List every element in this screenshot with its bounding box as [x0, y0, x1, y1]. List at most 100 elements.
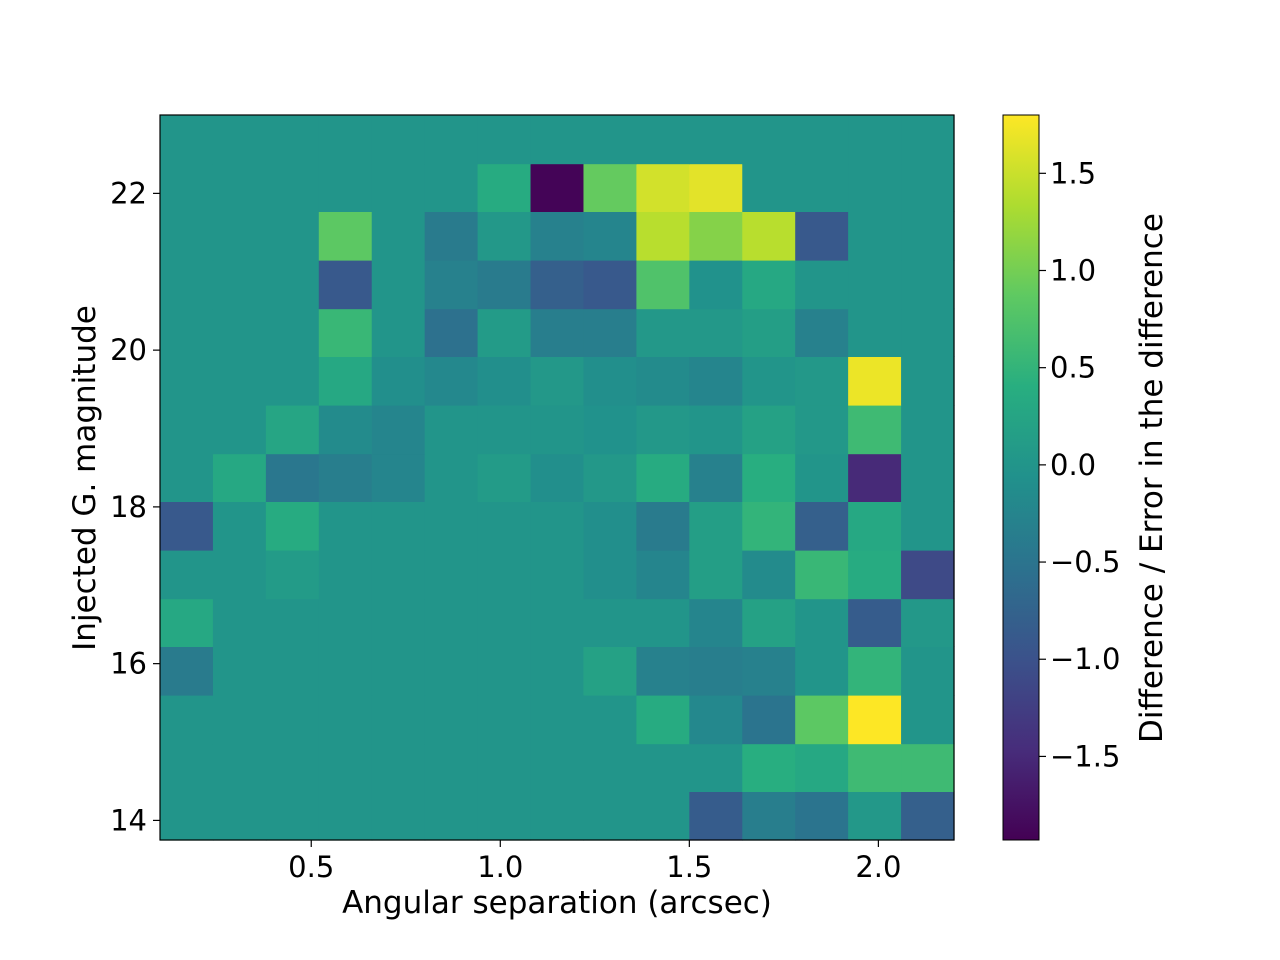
- heatmap-cell: [477, 791, 532, 841]
- heatmap-cell: [477, 550, 532, 600]
- heatmap-cell: [160, 695, 214, 745]
- heatmap-cell: [795, 695, 849, 745]
- heatmap-cell: [160, 646, 214, 696]
- heatmap-cell: [318, 260, 373, 310]
- heatmap-cell: [212, 646, 267, 696]
- heatmap-cell: [477, 211, 532, 261]
- heatmap-cell: [212, 743, 267, 792]
- x-tick-label: 1.5: [666, 850, 712, 884]
- colorbar-tick-label: −1.0: [1050, 642, 1120, 676]
- heatmap-cell: [848, 550, 902, 600]
- heatmap-cell: [901, 453, 955, 502]
- heatmap-cell: [212, 260, 267, 310]
- heatmap-cell: [530, 211, 585, 261]
- heatmap-cell: [265, 550, 320, 600]
- heatmap-cell: [371, 453, 426, 502]
- heatmap-cell: [477, 405, 532, 455]
- heatmap-cell: [318, 695, 373, 745]
- heatmap-cell: [477, 260, 532, 310]
- heatmap-cell: [530, 163, 585, 212]
- y-axis-ticks: 14 16 18 20 22: [110, 176, 160, 837]
- heatmap-cell: [265, 115, 320, 165]
- heatmap-cell: [160, 791, 214, 841]
- heatmap-cell: [901, 356, 955, 406]
- heatmap-cell: [160, 115, 214, 165]
- heatmap-cell: [689, 163, 743, 212]
- heatmap-cell: [424, 743, 479, 792]
- x-tick-label: 1.0: [477, 850, 523, 884]
- heatmap-cell: [848, 115, 902, 165]
- heatmap-cell: [530, 646, 585, 696]
- heatmap-cell: [795, 646, 849, 696]
- heatmap-cell: [530, 453, 585, 502]
- heatmap-cell: [848, 501, 902, 551]
- heatmap-cell: [212, 163, 267, 212]
- heatmap-cell: [424, 453, 479, 502]
- heatmap-cell: [583, 453, 637, 502]
- heatmap-cell: [583, 211, 637, 261]
- x-tick-label: 2.0: [855, 850, 901, 884]
- heatmap-cell: [424, 260, 479, 310]
- colorbar-tick-label: 0.0: [1050, 448, 1096, 482]
- heatmap-cell: [318, 163, 373, 212]
- heatmap-cell: [318, 211, 373, 261]
- heatmap-cell: [265, 453, 320, 502]
- heatmap-cell: [424, 501, 479, 551]
- heatmap-cell: [424, 308, 479, 357]
- heatmap-cell: [265, 598, 320, 647]
- heatmap-cell: [477, 598, 532, 647]
- heatmap-cell: [636, 453, 690, 502]
- y-tick-label: 20: [110, 333, 147, 367]
- heatmap-cell: [371, 308, 426, 357]
- heatmap-cell: [477, 743, 532, 792]
- heatmap-cell: [371, 260, 426, 310]
- heatmap-cell: [689, 308, 743, 357]
- heatmap-cell: [318, 501, 373, 551]
- heatmap-cell: [212, 356, 267, 406]
- heatmap-cell: [742, 115, 796, 165]
- heatmap-cell: [583, 115, 637, 165]
- heatmap-cell: [160, 501, 214, 551]
- heatmap-cell: [265, 163, 320, 212]
- heatmap-cell: [689, 695, 743, 745]
- heatmap-cell: [371, 501, 426, 551]
- heatmap-cell: [742, 211, 796, 261]
- heatmap-cell: [318, 308, 373, 357]
- heatmap-cell: [742, 550, 796, 600]
- heatmap-cell: [901, 695, 955, 745]
- heatmap-cell: [583, 598, 637, 647]
- y-axis-label: Injected G. magnitude: [67, 305, 103, 651]
- heatmap-cell: [212, 550, 267, 600]
- heatmap-cell: [901, 308, 955, 357]
- heatmap-cell: [212, 211, 267, 261]
- heatmap-cell: [689, 550, 743, 600]
- heatmap-cell: [742, 260, 796, 310]
- heatmap-cell: [583, 743, 637, 792]
- heatmap-cell: [160, 453, 214, 502]
- heatmap-cell: [424, 646, 479, 696]
- heatmap-cell: [160, 308, 214, 357]
- heatmap-cell: [212, 308, 267, 357]
- heatmap-cell: [848, 743, 902, 792]
- heatmap-cell: [318, 405, 373, 455]
- colorbar-ticks: −1.5 −1.0 −0.5 0.0 0.5 1.0 1.5: [1039, 156, 1120, 773]
- heatmap-cell: [689, 405, 743, 455]
- heatmap-cell: [265, 405, 320, 455]
- heatmap-cell: [318, 356, 373, 406]
- heatmap-cell: [689, 211, 743, 261]
- heatmap-cell: [795, 115, 849, 165]
- heatmap-cell: [901, 550, 955, 600]
- heatmap-cell: [689, 115, 743, 165]
- heatmap-cell: [636, 115, 690, 165]
- heatmap-cell: [477, 501, 532, 551]
- heatmap-cell: [371, 695, 426, 745]
- heatmap-cell: [160, 550, 214, 600]
- heatmap-cell: [265, 646, 320, 696]
- heatmap-cell: [530, 405, 585, 455]
- heatmap-cell: [583, 308, 637, 357]
- y-tick-label: 16: [110, 647, 147, 681]
- heatmap-cell: [371, 646, 426, 696]
- heatmap-cell: [477, 308, 532, 357]
- heatmap-cell: [424, 598, 479, 647]
- heatmap-cell: [371, 211, 426, 261]
